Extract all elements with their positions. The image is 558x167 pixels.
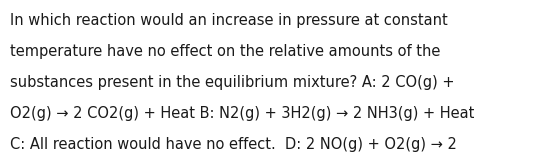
Text: O2(g) → 2 CO2(g) + Heat B: N2(g) + 3H2(g) → 2 NH3(g) + Heat: O2(g) → 2 CO2(g) + Heat B: N2(g) + 3H2(g… [10,106,474,121]
Text: substances present in the equilibrium mixture? A: 2 CO(g) +: substances present in the equilibrium mi… [10,75,455,90]
Text: temperature have no effect on the relative amounts of the: temperature have no effect on the relati… [10,44,440,59]
Text: C: All reaction would have no effect.  D: 2 NO(g) + O2(g) → 2: C: All reaction would have no effect. D:… [10,137,457,152]
Text: In which reaction would an increase in pressure at constant: In which reaction would an increase in p… [10,13,448,28]
